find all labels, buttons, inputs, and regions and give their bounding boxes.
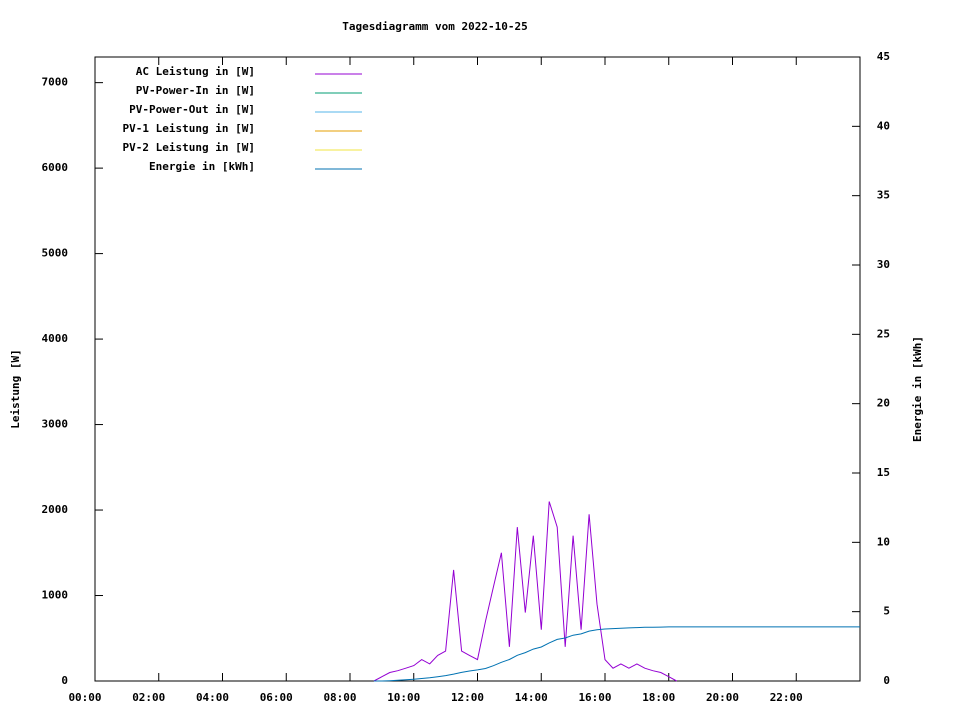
- series-line: [373, 501, 677, 682]
- x-tick-label: 06:00: [260, 691, 293, 704]
- y2-tick-label: 10: [877, 535, 890, 548]
- legend-label: Energie in [kWh]: [149, 160, 255, 173]
- y-tick-label: 5000: [42, 247, 69, 260]
- x-tick-label: 00:00: [68, 691, 101, 704]
- y-tick-label: 0: [61, 674, 68, 687]
- x-tick-label: 02:00: [132, 691, 165, 704]
- x-tick-label: 18:00: [642, 691, 675, 704]
- y-tick-label: 7000: [42, 76, 69, 89]
- y2-tick-label: 0: [883, 674, 890, 687]
- y2-tick-label: 25: [877, 327, 890, 340]
- y2-tick-label: 20: [877, 397, 890, 410]
- y2-tick-label: 45: [877, 50, 890, 63]
- legend-label: PV-2 Leistung in [W]: [123, 141, 255, 154]
- series-line: [373, 626, 860, 682]
- x-tick-label: 10:00: [387, 691, 420, 704]
- y-tick-label: 6000: [42, 161, 69, 174]
- y-axis-label: Leistung [W]: [9, 349, 22, 428]
- x-tick-label: 08:00: [323, 691, 356, 704]
- x-tick-label: 14:00: [515, 691, 548, 704]
- legend-label: PV-Power-In in [W]: [136, 84, 255, 97]
- legend-label: PV-1 Leistung in [W]: [123, 122, 255, 135]
- y2-tick-label: 30: [877, 258, 890, 271]
- y2-tick-label: 5: [883, 605, 890, 618]
- x-tick-label: 04:00: [196, 691, 229, 704]
- legend-label: AC Leistung in [W]: [136, 65, 255, 78]
- y-tick-label: 4000: [42, 332, 69, 345]
- y2-tick-label: 15: [877, 466, 890, 479]
- x-tick-label: 20:00: [706, 691, 739, 704]
- y-tick-label: 2000: [42, 503, 69, 516]
- legend-label: PV-Power-Out in [W]: [129, 103, 255, 116]
- y2-tick-label: 40: [877, 119, 890, 132]
- y-tick-label: 1000: [42, 589, 69, 602]
- chart-title: Tagesdiagramm vom 2022-10-25: [342, 20, 527, 33]
- x-tick-label: 12:00: [451, 691, 484, 704]
- x-tick-label: 22:00: [770, 691, 803, 704]
- x-tick-label: 16:00: [578, 691, 611, 704]
- y2-tick-label: 35: [877, 189, 890, 202]
- y-tick-label: 3000: [42, 418, 69, 431]
- y2-axis-label: Energie in [kWh]: [911, 336, 924, 442]
